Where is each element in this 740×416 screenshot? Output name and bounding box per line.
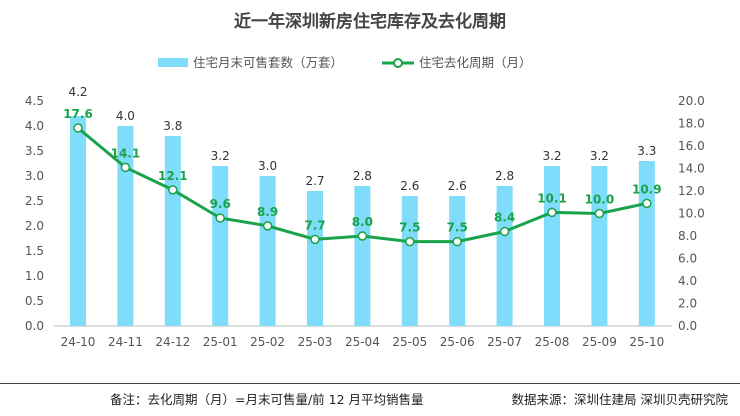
left-tick-label: 3.5 — [25, 144, 44, 158]
bar-data-label: 2.6 — [400, 179, 419, 193]
footer-divider — [0, 383, 740, 384]
bar — [259, 176, 276, 326]
left-tick-label: 1.5 — [25, 244, 44, 258]
x-tick-label: 25-05 — [392, 335, 427, 349]
right-tick-label: 18.0 — [678, 117, 705, 131]
bar-data-label: 3.0 — [258, 159, 277, 173]
bar — [212, 166, 229, 326]
line-data-label: 10.9 — [632, 182, 662, 196]
chart-title: 近一年深圳新房住宅库存及去化周期 — [234, 11, 506, 32]
line-point — [594, 208, 605, 219]
x-tick-label: 25-04 — [345, 335, 380, 349]
legend-line-marker — [393, 58, 403, 68]
x-tick-label: 24-11 — [108, 335, 143, 349]
left-tick-label: 0.5 — [25, 294, 44, 308]
line-data-label: 12.1 — [158, 169, 188, 183]
line-point — [120, 162, 131, 173]
right-tick-label: 6.0 — [678, 252, 697, 266]
line-data-label: 8.0 — [352, 215, 373, 229]
right-tick-label: 8.0 — [678, 229, 697, 243]
right-tick-label: 4.0 — [678, 274, 697, 288]
x-tick-label: 25-01 — [203, 335, 238, 349]
right-tick-label: 16.0 — [678, 139, 705, 153]
left-tick-label: 2.0 — [25, 219, 44, 233]
bar — [544, 166, 560, 326]
x-tick-label: 24-12 — [155, 335, 190, 349]
bar — [401, 196, 418, 326]
line-data-label: 7.5 — [399, 221, 420, 235]
bar-data-label: 4.2 — [68, 85, 87, 99]
left-tick-label: 2.5 — [25, 194, 44, 208]
bar — [354, 186, 371, 326]
line-data-label: 8.4 — [494, 211, 515, 225]
line-point — [405, 236, 415, 247]
right-tick-label: 2.0 — [678, 297, 697, 311]
bar — [496, 186, 513, 326]
x-tick-label: 25-09 — [582, 335, 617, 349]
line-data-label: 10.0 — [585, 193, 615, 207]
legend-line-label: 住宅去化周期（月） — [419, 55, 532, 70]
right-tick-label: 12.0 — [678, 184, 705, 198]
bar-data-label: 3.8 — [163, 119, 182, 133]
bar-data-label: 2.8 — [495, 169, 514, 183]
legend-bar-swatch — [158, 58, 188, 67]
left-tick-label: 3.0 — [25, 169, 44, 183]
right-tick-label: 20.0 — [678, 94, 705, 108]
x-tick-label: 25-06 — [440, 335, 475, 349]
bar-data-label: 3.2 — [542, 149, 561, 163]
line-data-label: 17.6 — [63, 107, 93, 121]
legend-bar-label: 住宅月末可售套数（万套） — [193, 55, 343, 70]
bar — [307, 191, 323, 326]
line-data-label: 7.7 — [304, 218, 325, 232]
line-data-label: 8.9 — [257, 205, 278, 219]
left-tick-label: 4.0 — [25, 119, 44, 133]
footnote: 备注：去化周期（月）=月末可售量/前 12 月平均销售量 — [110, 392, 424, 407]
line-data-label: 7.5 — [447, 221, 468, 235]
line-point — [215, 213, 225, 223]
right-tick-label: 0.0 — [678, 319, 697, 333]
left-tick-label: 4.5 — [25, 94, 44, 108]
x-tick-label: 24-10 — [61, 335, 96, 349]
line-point — [73, 123, 83, 133]
line-data-label: 10.1 — [537, 191, 567, 205]
line-point — [310, 234, 320, 245]
bar — [164, 136, 181, 326]
bar — [449, 196, 466, 326]
right-tick-label: 10.0 — [678, 207, 705, 221]
bar — [70, 116, 86, 326]
left-tick-label: 0.0 — [25, 319, 44, 333]
line-point — [168, 185, 178, 195]
bar-data-label: 4.0 — [116, 109, 135, 123]
x-tick-label: 25-02 — [250, 335, 285, 349]
bar-data-label: 3.2 — [590, 149, 609, 163]
line-data-label: 14.1 — [111, 146, 141, 160]
line-data-label: 9.6 — [210, 197, 231, 211]
line-point — [547, 207, 557, 218]
x-tick-label: 25-03 — [298, 335, 333, 349]
x-tick-label: 25-08 — [535, 335, 570, 349]
line-point — [642, 198, 652, 209]
right-tick-label: 14.0 — [678, 162, 705, 176]
bar-data-label: 3.2 — [211, 149, 230, 163]
bar-data-label: 2.8 — [353, 169, 372, 183]
line-point — [452, 236, 462, 247]
x-tick-label: 25-07 — [487, 335, 522, 349]
bar-data-label: 3.3 — [637, 144, 656, 158]
line-point — [499, 226, 510, 237]
data-source: 数据来源：深圳住建局 深圳贝壳研究院 — [511, 392, 728, 407]
bar — [117, 126, 134, 326]
line-point — [357, 231, 368, 241]
bar-data-label: 2.7 — [305, 174, 324, 188]
left-tick-label: 1.0 — [25, 269, 44, 283]
bar-data-label: 2.6 — [448, 179, 467, 193]
x-tick-label: 25-10 — [629, 335, 664, 349]
line-point — [262, 221, 273, 231]
bar — [591, 166, 608, 326]
